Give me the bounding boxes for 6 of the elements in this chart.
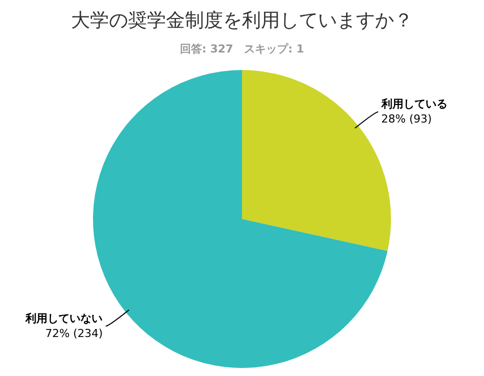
slice-label: 利用している	[380, 98, 448, 111]
data-label: 72% (234)	[45, 327, 103, 340]
data-label: 28% (93)	[381, 112, 432, 126]
chart-title: 大学の奨学金制度を利用していますか？	[71, 9, 413, 32]
chart-subtitle: 回答: 327 スキップ: 1	[180, 42, 304, 56]
slice-label: 利用していない	[24, 312, 103, 326]
